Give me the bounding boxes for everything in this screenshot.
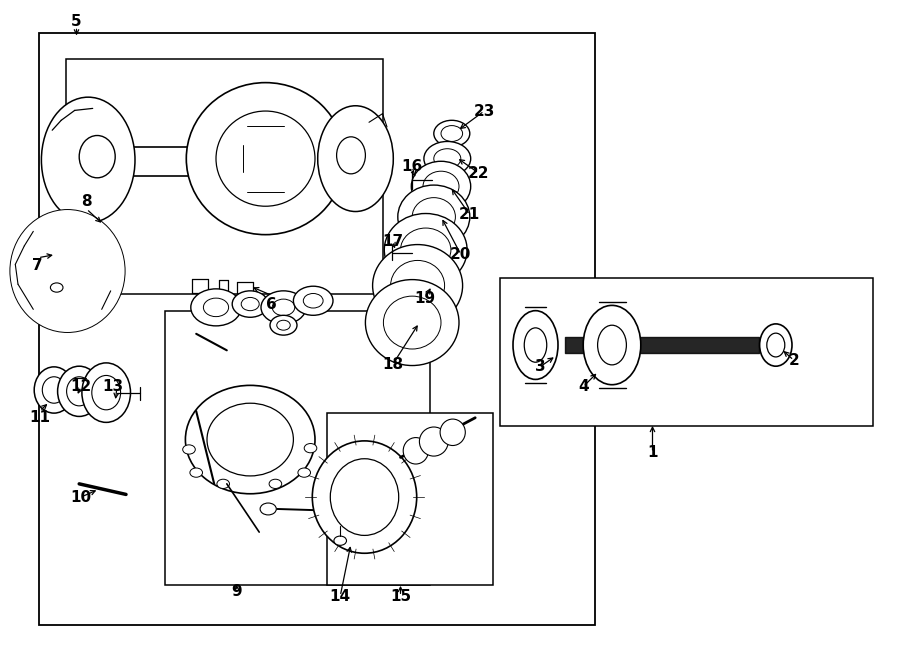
Ellipse shape [365,280,459,366]
Ellipse shape [373,245,463,327]
Ellipse shape [398,185,470,249]
Ellipse shape [216,111,315,206]
Ellipse shape [92,375,121,410]
Ellipse shape [412,198,455,236]
Circle shape [217,479,230,488]
Ellipse shape [434,120,470,147]
Ellipse shape [419,427,448,456]
Ellipse shape [42,377,66,403]
Ellipse shape [241,297,259,311]
Circle shape [269,479,282,488]
Ellipse shape [383,296,441,349]
Text: 23: 23 [473,104,495,118]
Ellipse shape [384,214,467,286]
Ellipse shape [293,286,333,315]
Text: 18: 18 [382,358,403,372]
Ellipse shape [30,228,105,314]
Ellipse shape [185,385,315,494]
Text: 11: 11 [29,410,50,425]
Ellipse shape [232,291,268,317]
Text: 7: 7 [32,258,43,273]
Text: 20: 20 [450,247,472,262]
Circle shape [183,445,195,454]
Text: 4: 4 [578,379,589,394]
Text: 22: 22 [468,166,490,180]
Text: 17: 17 [382,234,403,249]
Text: 15: 15 [390,589,411,603]
Ellipse shape [186,83,345,235]
Circle shape [298,468,310,477]
Text: 21: 21 [459,208,481,222]
Text: 3: 3 [535,360,545,374]
Ellipse shape [337,137,365,174]
Bar [327,413,493,585]
Bar [500,278,873,426]
Ellipse shape [513,311,558,379]
Ellipse shape [191,289,241,326]
Circle shape [260,503,276,515]
Text: 2: 2 [788,353,799,368]
Ellipse shape [424,141,471,176]
Bar [66,59,383,294]
Ellipse shape [760,324,792,366]
Ellipse shape [524,328,547,362]
Text: 16: 16 [401,159,423,174]
Text: 1: 1 [647,446,658,460]
Ellipse shape [10,210,125,332]
Text: 13: 13 [102,379,123,394]
Ellipse shape [207,403,293,476]
Ellipse shape [440,419,465,446]
Bar [39,33,595,625]
Text: 12: 12 [70,379,92,394]
Ellipse shape [441,126,463,141]
Text: 8: 8 [81,194,92,209]
Circle shape [304,444,317,453]
Text: 5: 5 [71,14,82,28]
Ellipse shape [312,441,417,553]
Ellipse shape [270,315,297,335]
Text: 19: 19 [414,292,436,306]
Ellipse shape [411,161,471,212]
Ellipse shape [79,136,115,178]
Ellipse shape [67,377,92,406]
Ellipse shape [767,333,785,357]
Ellipse shape [330,459,399,535]
Ellipse shape [272,299,295,315]
Circle shape [190,468,203,477]
Ellipse shape [41,97,135,223]
Circle shape [334,536,346,545]
Ellipse shape [318,106,393,212]
Ellipse shape [15,215,120,327]
Text: 9: 9 [231,584,242,599]
Text: 14: 14 [329,589,351,603]
Ellipse shape [423,171,459,202]
Ellipse shape [598,325,626,365]
Ellipse shape [303,293,323,308]
Ellipse shape [58,366,101,416]
Ellipse shape [583,305,641,385]
Ellipse shape [34,367,74,413]
Ellipse shape [203,298,229,317]
Ellipse shape [403,438,428,464]
Text: 6: 6 [266,297,277,311]
Ellipse shape [82,363,130,422]
Ellipse shape [391,260,445,311]
Ellipse shape [261,291,306,324]
Circle shape [50,283,63,292]
Ellipse shape [277,321,290,330]
Bar [165,311,430,585]
Text: 10: 10 [70,490,92,504]
Ellipse shape [400,228,451,272]
Ellipse shape [434,149,461,169]
